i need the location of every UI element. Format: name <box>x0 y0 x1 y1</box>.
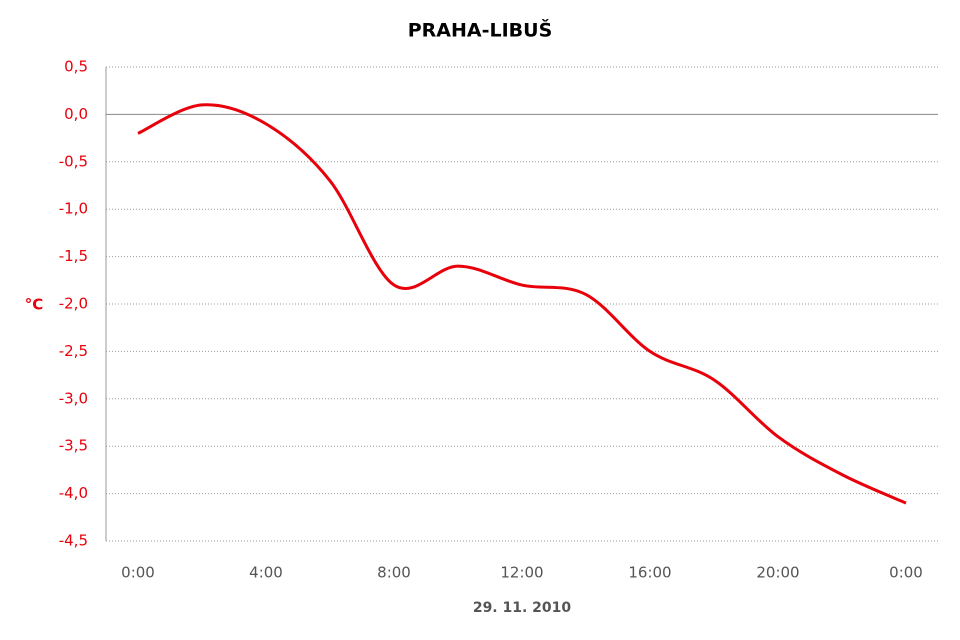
y-tick-label: -3,5 <box>59 437 88 455</box>
x-tick-label: 8:00 <box>377 564 411 582</box>
y-tick-label: 0,5 <box>64 58 88 76</box>
y-tick-label: -2,0 <box>59 295 88 313</box>
y-tick-label: -2,5 <box>59 342 88 360</box>
x-tick-label: 20:00 <box>756 564 799 582</box>
y-tick-label: -1,0 <box>59 200 88 218</box>
x-tick-label: 0:00 <box>121 564 155 582</box>
chart-title: PRAHA-LIBUŠ <box>408 18 553 42</box>
y-tick-label: -4,0 <box>59 484 88 502</box>
y-tick-label: 0,0 <box>64 105 88 123</box>
y-axis-label: °C <box>25 296 44 314</box>
x-tick-label: 0:00 <box>889 564 923 582</box>
y-tick-label: -0,5 <box>59 152 88 170</box>
x-axis-label: 29. 11. 2010 <box>473 600 572 616</box>
x-tick-label: 12:00 <box>500 564 543 582</box>
y-tick-label: -1,5 <box>59 247 88 265</box>
x-tick-label: 16:00 <box>628 564 671 582</box>
line <box>137 103 907 505</box>
x-tick-label: 4:00 <box>249 564 283 582</box>
y-tick-label: -3,0 <box>59 389 88 407</box>
y-tick-label: -4,5 <box>59 532 88 550</box>
